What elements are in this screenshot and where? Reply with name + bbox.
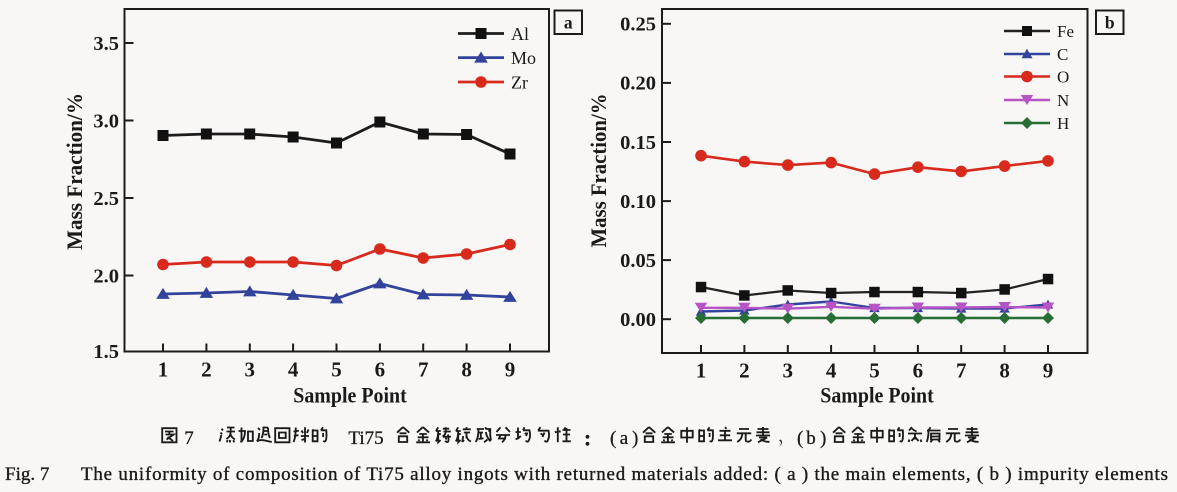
svg-text:6: 6 <box>375 358 386 382</box>
svg-text:The uniformity of composition: The uniformity of composition of Ti75 al… <box>81 464 1168 485</box>
svg-text:a: a <box>564 13 573 33</box>
svg-text:9: 9 <box>505 358 516 382</box>
svg-text:5: 5 <box>869 359 880 383</box>
svg-text:Fig. 7: Fig. 7 <box>5 464 49 485</box>
svg-text:7: 7 <box>184 428 194 449</box>
svg-text:2.0: 2.0 <box>93 265 119 287</box>
svg-text:3.5: 3.5 <box>93 33 119 55</box>
svg-text:Sample Point: Sample Point <box>293 382 407 407</box>
svg-text:(: ( <box>797 428 803 449</box>
svg-text:0.05: 0.05 <box>620 250 656 272</box>
svg-text:Sample Point: Sample Point <box>820 383 934 408</box>
svg-text:Mass Fraction/%: Mass Fraction/% <box>586 94 611 248</box>
svg-text:1: 1 <box>696 359 707 383</box>
svg-text:8: 8 <box>461 358 472 382</box>
svg-text:1: 1 <box>158 358 169 382</box>
svg-text:4: 4 <box>288 358 299 382</box>
svg-text:Mass Fraction/%: Mass Fraction/% <box>62 93 87 250</box>
svg-text:3: 3 <box>783 359 794 383</box>
svg-text:3.0: 3.0 <box>93 110 119 132</box>
svg-text:2: 2 <box>201 358 212 382</box>
svg-text:7: 7 <box>418 358 429 382</box>
svg-text:O: O <box>1057 68 1069 87</box>
svg-text:0.00: 0.00 <box>620 309 656 331</box>
svg-text:b: b <box>806 428 816 449</box>
svg-text:b: b <box>1105 13 1115 33</box>
svg-text:Al: Al <box>511 24 529 44</box>
svg-text:H: H <box>1057 114 1069 133</box>
svg-text:5: 5 <box>331 358 342 382</box>
svg-text:0.15: 0.15 <box>620 132 656 154</box>
svg-text:): ) <box>632 428 638 449</box>
svg-text:(: ( <box>610 428 616 449</box>
svg-text:0.25: 0.25 <box>620 14 656 36</box>
svg-text:4: 4 <box>826 359 837 383</box>
svg-text:1.5: 1.5 <box>93 341 119 363</box>
svg-text:9: 9 <box>1043 359 1054 383</box>
svg-text:0.10: 0.10 <box>620 191 656 213</box>
svg-text:8: 8 <box>999 359 1010 383</box>
svg-text:3: 3 <box>245 358 256 382</box>
svg-text:Fe: Fe <box>1057 22 1074 41</box>
svg-text:2.5: 2.5 <box>93 188 119 210</box>
svg-text:a: a <box>620 428 629 449</box>
svg-text:Mo: Mo <box>511 48 536 68</box>
svg-text:): ) <box>820 428 826 449</box>
svg-text:0.20: 0.20 <box>620 73 656 95</box>
svg-text:6: 6 <box>913 359 924 383</box>
svg-text:Ti75: Ti75 <box>348 428 383 449</box>
svg-text:7: 7 <box>956 359 967 383</box>
svg-text:Zr: Zr <box>511 72 528 92</box>
svg-text:N: N <box>1057 91 1069 110</box>
svg-text:2: 2 <box>739 359 750 383</box>
svg-text:C: C <box>1057 45 1068 64</box>
